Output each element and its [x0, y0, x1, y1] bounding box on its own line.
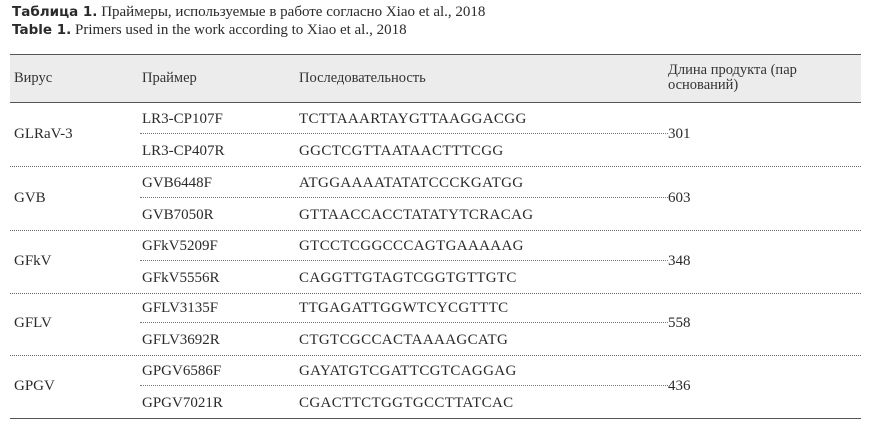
primer-sequence: TCTTAAARTAYGTTAAGGACGG: [299, 111, 527, 127]
primer-sequence: GTCCTCGGCCCAGTGAAAAAG: [299, 238, 524, 254]
group-separator: [10, 166, 861, 167]
table-header-rule: [10, 102, 861, 103]
table-caption-en: Table 1. Primers used in the work accord…: [12, 21, 407, 39]
primer-row-separator: [140, 197, 668, 198]
caption-text-en: Primers used in the work according to Xi…: [75, 22, 407, 38]
group-separator: [10, 230, 861, 231]
primer-row-separator: [140, 133, 668, 134]
primer-sequence: GTTAACCACCTATATYTCRACAG: [299, 207, 534, 223]
table-bottom-rule: [10, 418, 861, 419]
header-primer: Праймер: [142, 70, 197, 86]
primer-name: GFkV5556R: [142, 270, 220, 286]
virus-name: GPGV: [14, 378, 55, 394]
product-length: 301: [668, 126, 691, 142]
product-length: 603: [668, 190, 691, 206]
primer-sequence: ATGGAAAATATATCCCKGATGG: [299, 175, 524, 191]
primer-row-separator: [140, 385, 668, 386]
primer-name: GPGV7021R: [142, 395, 223, 411]
table-header-background: [10, 55, 861, 102]
primer-sequence: GGCTCGTTAATAACTTTCGG: [299, 143, 504, 159]
group-separator: [10, 355, 861, 356]
header-virus: Вирус: [14, 70, 53, 86]
virus-name: GFLV: [14, 315, 52, 331]
primer-name: GPGV6586F: [142, 363, 222, 379]
product-length: 558: [668, 315, 691, 331]
primer-name: GFLV3135F: [142, 300, 219, 316]
virus-name: GFkV: [14, 253, 52, 269]
primer-sequence: CGACTTCTGGTGCCTTATCAC: [299, 395, 514, 411]
table-top-rule: [10, 54, 861, 55]
primer-name: GVB7050R: [142, 207, 214, 223]
primer-sequence: CTGTCGCCACTAAAAGCATG: [299, 332, 509, 348]
primer-row-separator: [140, 322, 668, 323]
caption-label-ru: Таблица 1.: [12, 4, 98, 20]
table-caption-ru: Таблица 1. Праймеры, используемые в рабо…: [12, 3, 485, 21]
primer-row-separator: [140, 260, 668, 261]
primer-name: GFkV5209F: [142, 238, 218, 254]
header-length-line1: Длина продукта (пар: [668, 62, 797, 78]
primer-sequence: TTGAGATTGGWTCYCGTTTC: [299, 300, 509, 316]
primer-name: GFLV3692R: [142, 332, 220, 348]
header-sequence: Последовательность: [299, 70, 426, 86]
primer-name: LR3-CP107F: [142, 111, 223, 127]
primer-name: GVB6448F: [142, 175, 213, 191]
caption-label-en: Table 1.: [12, 22, 72, 38]
product-length: 348: [668, 253, 691, 269]
group-separator: [10, 293, 861, 294]
virus-name: GVB: [14, 190, 46, 206]
caption-text-ru: Праймеры, используемые в работе согласно…: [101, 4, 486, 20]
primer-sequence: GAYATGTCGATTCGTCAGGAG: [299, 363, 517, 379]
product-length: 436: [668, 378, 691, 394]
virus-name: GLRaV-3: [14, 126, 73, 142]
primer-name: LR3-CP407R: [142, 143, 225, 159]
primer-sequence: CAGGTTGTAGTCGGTGTTGTC: [299, 270, 517, 286]
header-length-line2: оснований): [668, 77, 739, 93]
